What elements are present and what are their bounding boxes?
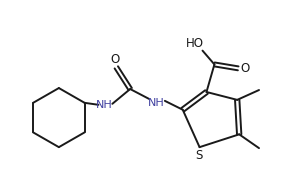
Text: O: O — [241, 62, 250, 75]
Text: O: O — [111, 53, 120, 66]
Text: HO: HO — [186, 37, 204, 50]
Text: NH: NH — [148, 98, 164, 108]
Text: S: S — [195, 149, 202, 162]
Text: NH: NH — [96, 100, 113, 110]
